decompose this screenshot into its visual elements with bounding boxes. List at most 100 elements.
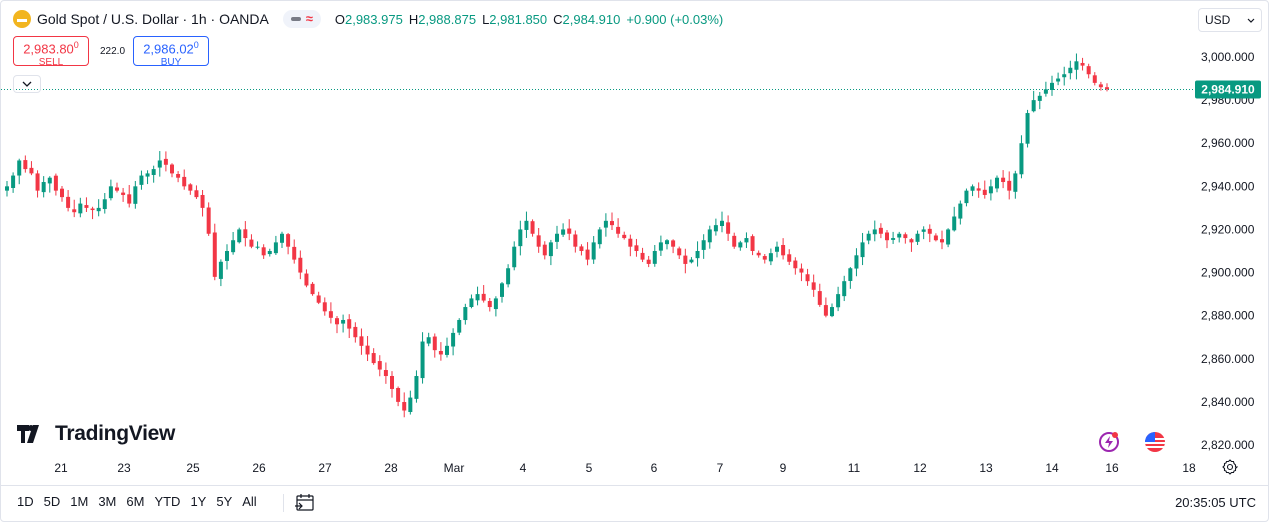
candle-body — [396, 387, 401, 402]
candle-body — [225, 251, 229, 261]
candle-body — [402, 402, 407, 411]
candle-body — [66, 196, 71, 208]
candle-body — [933, 235, 938, 241]
candle-body — [188, 184, 193, 191]
last-price-tag — [1195, 80, 1261, 99]
candle-body — [53, 175, 58, 191]
y-tick-label: 2,820.000 — [1201, 438, 1255, 452]
candle-body — [897, 233, 902, 238]
candle-body — [328, 311, 333, 318]
candle-body — [133, 186, 138, 204]
candle-body — [493, 298, 498, 310]
candle-body — [555, 233, 559, 242]
candle-body — [872, 229, 877, 235]
buy-button[interactable]: 2,986.020 BUY — [133, 36, 209, 68]
range-button[interactable]: YTD — [154, 494, 181, 509]
settings-gear-icon[interactable] — [1222, 459, 1238, 475]
candle-body — [658, 242, 663, 251]
candle-body — [597, 229, 602, 245]
range-button[interactable]: 3M — [98, 494, 117, 509]
range-button[interactable]: 1M — [70, 494, 89, 509]
candle-body — [139, 175, 144, 185]
candle-body — [335, 318, 339, 325]
price-chart[interactable]: 3,000.0002,980.0002,960.0002,940.0002,92… — [1, 1, 1268, 485]
symbol-legend: ▬ Gold Spot / U.S. Dollar · 1h · OANDA ≈… — [13, 9, 723, 29]
us-flag-event-icon[interactable] — [1144, 431, 1166, 453]
range-button[interactable]: 1D — [17, 494, 34, 509]
market-closed-icon — [290, 17, 301, 21]
x-tick-label: 28 — [384, 461, 398, 475]
currency-selector[interactable]: USD — [1198, 8, 1262, 32]
candle-body — [854, 255, 859, 269]
candle-body — [903, 234, 908, 239]
candle-body — [60, 188, 64, 198]
x-tick-label: 25 — [186, 461, 200, 475]
market-status-pill[interactable]: ≈ — [282, 10, 321, 28]
candle-body — [267, 251, 272, 255]
range-button[interactable]: 6M — [126, 494, 145, 509]
candle-body — [744, 238, 749, 243]
candle-body — [84, 205, 89, 208]
candle-body — [940, 239, 944, 243]
toolbar-divider — [283, 494, 284, 512]
candle-body — [958, 203, 963, 219]
candle-body — [500, 283, 504, 297]
bottom-toolbar: 1D 5D 1M 3M 6M YTD 1Y 5Y All 20:35:05 UT… — [1, 485, 1268, 521]
ohlc-value: 2,988.875 — [418, 11, 477, 27]
utc-clock[interactable]: 20:35:05 UTC — [1175, 495, 1256, 510]
range-button[interactable]: 5D — [43, 494, 61, 509]
candle-body — [1001, 177, 1006, 183]
ohlc-values: O2,983.975 H2,988.875 L2,981.850 C2,984.… — [335, 12, 723, 27]
candle-body — [695, 251, 700, 259]
candle-body — [316, 295, 321, 303]
currency-label: USD — [1205, 13, 1231, 27]
candle-body — [817, 291, 822, 305]
candle-body — [78, 203, 83, 214]
candle-body — [750, 236, 755, 251]
candle-body — [603, 220, 608, 228]
candle-body — [726, 222, 731, 234]
tradingview-logo[interactable]: TradingView — [17, 422, 175, 446]
spread-value: 222.0 — [100, 46, 126, 57]
candle-body — [35, 173, 40, 191]
candle-body — [762, 256, 767, 260]
calendar-goto-icon[interactable] — [294, 493, 316, 513]
x-tick-label: 18 — [1182, 461, 1196, 475]
candle-body — [115, 187, 119, 191]
candle-body — [487, 300, 492, 308]
candle-body — [157, 160, 162, 168]
ohlc-value: 2,981.850 — [489, 11, 548, 27]
candle-body — [237, 229, 242, 243]
range-button[interactable]: All — [242, 494, 257, 509]
candle-body — [866, 233, 871, 241]
collapse-legend-button[interactable] — [13, 75, 41, 93]
candle-body — [102, 199, 107, 210]
candle-body — [322, 302, 327, 312]
symbol-title[interactable]: Gold Spot / U.S. Dollar · 1h · OANDA — [37, 11, 269, 27]
candle-body — [811, 282, 816, 290]
ohlc-key: C — [553, 11, 563, 27]
range-button[interactable]: 5Y — [216, 494, 233, 509]
range-button[interactable]: 1Y — [190, 494, 207, 509]
candle-body — [298, 257, 303, 273]
candle-body — [628, 238, 633, 247]
buy-price-small: 0 — [193, 40, 199, 50]
candle-body — [616, 226, 621, 234]
candle-body — [952, 216, 957, 231]
candle-body — [151, 169, 156, 175]
lightning-event-icon[interactable] — [1098, 431, 1120, 453]
x-tick-label: 12 — [913, 461, 927, 475]
candle-body — [793, 260, 798, 269]
sell-label: SELL — [38, 57, 64, 69]
us-flag-icon — [1145, 432, 1165, 452]
candle-body — [622, 234, 627, 239]
x-tick-label: 21 — [54, 461, 68, 475]
x-tick-label: 11 — [848, 461, 861, 475]
x-tick-label: 16 — [1105, 461, 1119, 475]
candle-body — [96, 207, 101, 212]
candle-body — [891, 238, 896, 240]
sell-button[interactable]: 2,983.800 SELL — [13, 36, 89, 68]
lightning-icon — [1099, 432, 1119, 452]
candle-body — [830, 307, 834, 317]
candle-body — [982, 189, 987, 195]
